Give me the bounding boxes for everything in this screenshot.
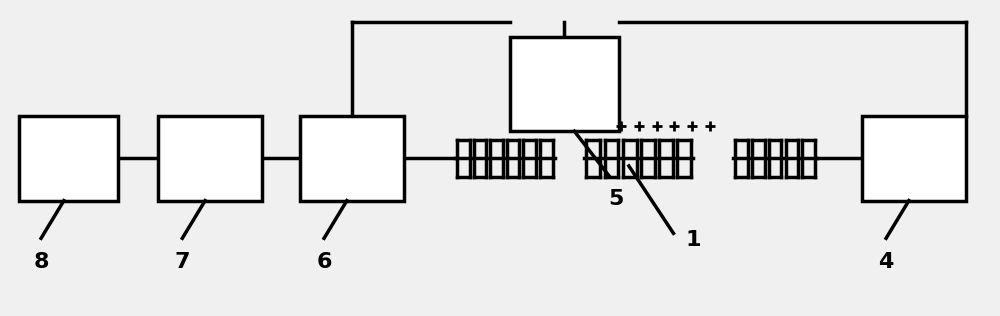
Text: 4: 4 bbox=[878, 252, 894, 272]
Bar bbox=[510, 37, 619, 131]
Bar bbox=[862, 116, 966, 201]
Bar bbox=[158, 116, 262, 201]
Text: 5: 5 bbox=[608, 189, 624, 209]
Bar bbox=[300, 116, 404, 201]
Text: 8: 8 bbox=[33, 252, 49, 272]
Bar bbox=[19, 116, 118, 201]
Text: 7: 7 bbox=[175, 252, 190, 272]
Text: 6: 6 bbox=[316, 252, 332, 272]
Text: 1: 1 bbox=[686, 230, 701, 250]
